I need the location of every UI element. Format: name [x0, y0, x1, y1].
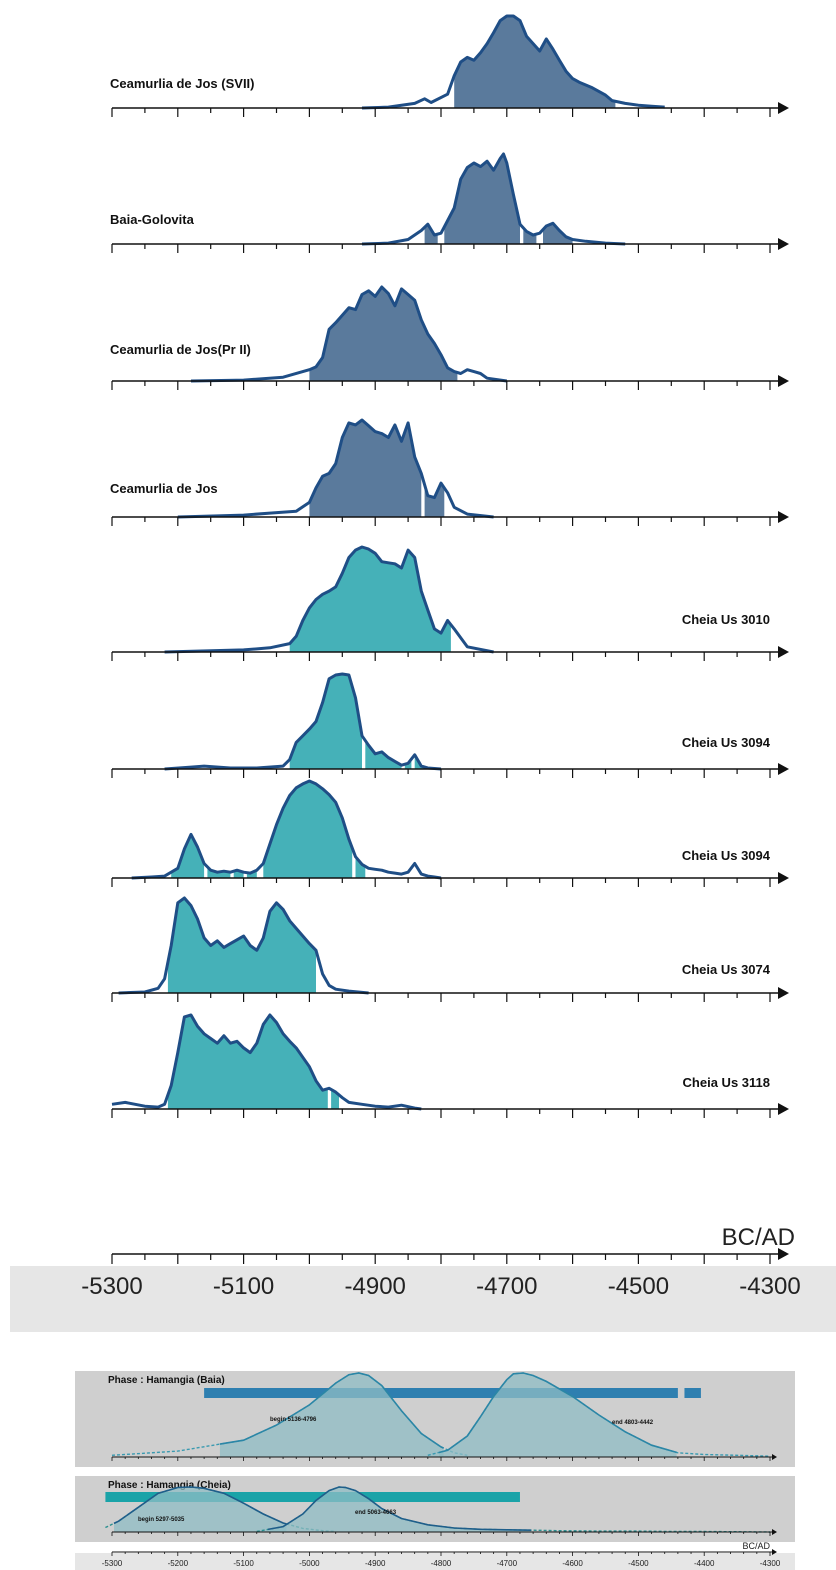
sample-plots: Ceamurlia de Jos (SVII) Baia-Golovita Ceam… [110, 14, 789, 1118]
tick-label: -5000 [299, 1559, 320, 1568]
hpd-area [424, 483, 445, 517]
hpd-area [289, 674, 362, 769]
sample-label: Ceamurlia de Jos [110, 481, 218, 496]
sample-plot: Ceamurlia de Jos (SVII) [110, 14, 789, 117]
boundary-hpd-area [114, 1487, 287, 1532]
tick-label: -4300 [739, 1273, 800, 1300]
phase-panels: Phase : Hamangia (Baia) begin 5136-4796 en… [75, 1371, 795, 1542]
hpd-area [424, 224, 438, 244]
tick-label: -4700 [476, 1273, 537, 1300]
hpd-area [414, 754, 428, 769]
phase-range-bar [105, 1492, 520, 1502]
phase-panel: Phase : Hamangia (Cheia) begin 5297-5035 e… [75, 1476, 795, 1542]
hpd-area [454, 16, 616, 108]
tick-label: -4700 [497, 1559, 518, 1568]
boundary-hpd-area [267, 1487, 532, 1532]
bottom-axis: BC/AD -5300 -5200 -5100 -5000 -4900 -4800 -470… [75, 1541, 795, 1570]
tick-label: -5200 [168, 1559, 189, 1568]
tick-label: -4900 [345, 1273, 406, 1300]
sample-label: Cheia Us 3074 [682, 962, 771, 977]
axis-arrow [778, 1103, 789, 1115]
sample-plot: Cheia Us 3010 [111, 545, 789, 661]
main-axis: BC/AD -5300 -5100 -4900 -4700 -4500 -4300 [81, 1224, 800, 1300]
boundary-curve-tail [427, 1372, 771, 1457]
axis-arrow [778, 763, 789, 775]
tick-label: -4600 [562, 1559, 583, 1568]
main-tick-labels: -5300 -5100 -4900 -4700 -4500 -4300 [81, 1273, 800, 1300]
probability-curve [164, 545, 494, 654]
axis-arrow [778, 238, 789, 250]
axis-arrow [772, 1549, 777, 1555]
sample-label: Cheia Us 3118 [683, 1075, 770, 1090]
sample-plot: Ceamurlia de Jos(Pr II) [110, 285, 789, 390]
phase-range-bar [204, 1388, 678, 1398]
probability-curve [177, 418, 494, 519]
hpd-area [289, 547, 451, 652]
sample-label: Baia-Golovita [110, 212, 195, 227]
tick-label: -4300 [760, 1559, 781, 1568]
tick-label: -4500 [628, 1559, 649, 1568]
tick-label: -4400 [694, 1559, 715, 1568]
probability-curve [361, 152, 626, 246]
axis-arrow [778, 511, 789, 523]
sample-plot: Cheia Us 3094 [111, 672, 789, 778]
probability-curve [131, 779, 442, 880]
sample-label: Ceamurlia de Jos(Pr II) [110, 342, 251, 357]
boundary-hpd-area [439, 1373, 677, 1457]
axis-arrow [778, 1248, 789, 1260]
sample-label: Cheia Us 3094 [682, 735, 771, 750]
axis-arrow [778, 102, 789, 114]
axis-arrow [772, 1529, 777, 1535]
probability-curve [164, 672, 442, 771]
phase-range-bar [684, 1388, 701, 1398]
sample-plot: Cheia Us 3094 [111, 779, 789, 887]
hpd-area [543, 223, 573, 244]
tick-label: -4800 [431, 1559, 452, 1568]
sample-plot: Ceamurlia de Jos [110, 418, 789, 526]
phase-panel: Phase : Hamangia (Baia) begin 5136-4796 en… [75, 1371, 795, 1467]
hpd-area [309, 420, 422, 517]
boundary-label: begin 5136-4796 [270, 1417, 317, 1423]
bottom-axis-label: BC/AD [742, 1541, 770, 1551]
axis-arrow [772, 1454, 777, 1460]
sample-plot: Cheia Us 3118 [111, 1013, 789, 1118]
hpd-area [263, 781, 353, 878]
axis-label: BC/AD [722, 1224, 795, 1251]
axis-arrow [778, 646, 789, 658]
boundary-curve [438, 1372, 677, 1454]
probability-curve [190, 285, 508, 383]
hpd-area [355, 856, 366, 878]
hpd-area [167, 898, 316, 993]
tick-label: -5300 [81, 1273, 142, 1300]
boundary-curve [113, 1486, 287, 1525]
boundary-label: end 4803-4442 [612, 1420, 654, 1426]
boundary-label: end 5063-4663 [355, 1510, 397, 1516]
phase-title: Phase : Hamangia (Baia) [108, 1375, 225, 1386]
tick-label: -4500 [608, 1273, 669, 1300]
tick-label: -4900 [365, 1559, 386, 1568]
bottom-axis-band [75, 1553, 795, 1570]
tick-label: -5300 [102, 1559, 123, 1568]
probability-curve [361, 14, 665, 110]
tick-label: -5100 [233, 1559, 254, 1568]
hpd-area [167, 1015, 328, 1109]
sample-plot: Cheia Us 3074 [111, 896, 789, 1002]
axis-arrow [778, 987, 789, 999]
sample-label: Ceamurlia de Jos (SVII) [110, 76, 255, 91]
axis-band [10, 1266, 836, 1332]
boundary-curve [219, 1372, 444, 1449]
tick-label: -5100 [213, 1273, 274, 1300]
sample-label: Cheia Us 3010 [682, 612, 770, 627]
sample-plot: Baia-Golovita [110, 152, 789, 253]
boundary-curve [267, 1486, 532, 1531]
sample-label: Cheia Us 3094 [682, 848, 771, 863]
axis-arrow [778, 872, 789, 884]
probability-curve [111, 1013, 422, 1111]
boundary-label: begin 5297-5035 [138, 1517, 185, 1523]
probability-curve [118, 896, 369, 995]
phase-title: Phase : Hamangia (Cheia) [108, 1480, 231, 1491]
hpd-area [309, 287, 458, 381]
axis-arrow [778, 375, 789, 387]
